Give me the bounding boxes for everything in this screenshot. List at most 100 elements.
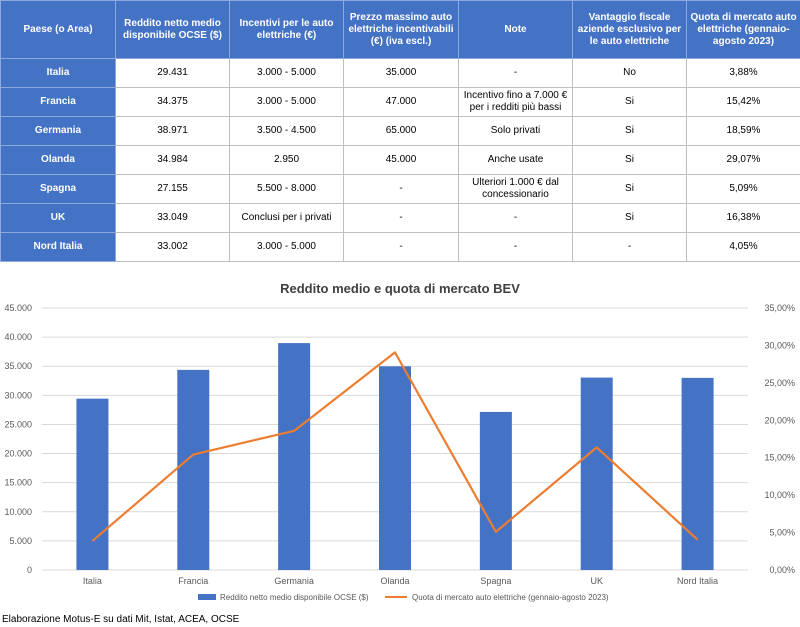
table-cell: Anche usate [458,145,573,175]
table-cell: 35.000 [343,58,459,88]
right-tick-label: 15,00% [764,453,795,463]
left-tick-label: 0 [27,565,32,575]
chart-legend: Reddito netto medio disponibile OCSE ($)… [198,593,609,602]
column-header: Vantaggio fiscale aziende esclusivo per … [572,0,687,59]
left-tick-label: 15.000 [4,478,32,488]
table-row: UK 33.049 Conclusi per i privati - - Si 16,38% [0,203,800,233]
left-tick-label: 45.000 [4,303,32,313]
table-cell: 34.375 [115,87,230,117]
right-tick-label: 0,00% [769,565,795,575]
bar [580,377,613,570]
table-cell: - [572,232,687,262]
country-cell: Francia [0,87,116,117]
table-cell: Ulteriori 1.000 € dal concessionario [458,174,573,204]
x-tick-label: Spagna [480,576,511,586]
table-cell: Si [572,87,687,117]
line-series [91,351,699,542]
table-cell: No [572,58,687,88]
legend-swatch-bar [198,594,216,600]
comparison-table: Paese (o Area) Reddito netto medio dispo… [0,0,800,262]
bar [177,369,210,570]
left-tick-label: 5.000 [9,536,32,546]
table-cell: 15,42% [686,87,800,117]
right-axis-labels: 0,00% 5,00% 10,00% 15,00% 20,00% 25,00% 30,00%… [764,303,795,575]
bar [681,377,714,570]
column-header: Prezzo massimo auto elettriche incentiva… [343,0,459,59]
country-cell: Germania [0,116,116,146]
bar [479,411,512,570]
bar [379,366,411,570]
table-cell: - [343,174,459,204]
table-cell: - [458,203,573,233]
table-cell: 3.000 - 5.000 [229,58,344,88]
table-row: Germania 38.971 3.500 - 4.500 65.000 Solo pr… [0,116,800,146]
table-cell: 2.950 [229,145,344,175]
table-row: Spagna 27.155 5.500 - 8.000- Ulteriori 1.00… [0,174,800,204]
table-cell: 3.500 - 4.500 [229,116,344,146]
left-tick-label: 10.000 [4,507,32,517]
legend-label: Reddito netto medio disponibile OCSE ($) [220,593,369,602]
country-cell: Italia [0,58,116,88]
x-axis-labels: Italia Francia Germania Olanda Spagna UK Nord … [83,576,718,586]
right-tick-label: 35,00% [764,303,795,313]
legend-label: Quota di mercato auto elettriche (gennai… [412,593,609,602]
x-tick-label: Francia [178,576,208,586]
table-cell: Si [572,145,687,175]
column-header: Incentivi per le auto elettriche (€) [229,0,344,59]
table-cell: Si [572,116,687,146]
country-cell: Nord Italia [0,232,116,262]
table-cell: 3,88% [686,58,800,88]
country-cell: Olanda [0,145,116,175]
x-tick-label: Germania [274,576,314,586]
table-cell: - [343,232,459,262]
x-tick-label: Olanda [380,576,409,586]
left-tick-label: 40.000 [4,332,32,342]
table-cell: 27.155 [115,174,230,204]
column-header: Quota di mercato auto elettriche (gennai… [686,0,800,59]
bar [76,398,109,570]
right-tick-label: 5,00% [769,528,795,538]
column-header: Reddito netto medio disponibile OCSE ($) [115,0,230,59]
bar [278,343,311,570]
table-cell: 4,05% [686,232,800,262]
table-row: Nord Italia 33.002 3.000 - 5.000- - -4,05% [0,232,800,262]
left-tick-label: 20.000 [4,449,32,459]
x-tick-label: UK [590,576,603,586]
table-cell: 3.000 - 5.000 [229,232,344,262]
table-cell: 65.000 [343,116,459,146]
table-cell: Si [572,203,687,233]
table-cell: Si [572,174,687,204]
table-cell: Solo privati [458,116,573,146]
right-tick-label: 25,00% [764,378,795,388]
series-line [91,351,699,542]
table-row: Francia 34.375 3.000 - 5.000 47.000 Incentiv… [0,87,800,117]
table-cell: 29,07% [686,145,800,175]
table-cell: 5.500 - 8.000 [229,174,344,204]
bev-chart: Reddito medio e quota di mercato BEV 0 5.… [0,270,800,614]
source-note: Elaborazione Motus-E su dati Mit, Istat,… [2,614,240,625]
table-cell: 38.971 [115,116,230,146]
left-tick-label: 30.000 [4,390,32,400]
right-tick-label: 20,00% [764,415,795,425]
country-cell: UK [0,203,116,233]
right-tick-label: 10,00% [764,490,795,500]
table-cell: - [343,203,459,233]
table-cell: 29.431 [115,58,230,88]
table-cell: 47.000 [343,87,459,117]
table-cell: Incentivo fino a 7.000 € per i redditi p… [458,87,573,117]
table-cell: 5,09% [686,174,800,204]
table-body: Italia 29.431 3.000 - 5.000 35.000- No 3,88% F… [0,58,800,262]
table-cell: Conclusi per i privati [229,203,344,233]
table-cell: 18,59% [686,116,800,146]
left-axis-labels: 0 5.000 10.000 15.000 20.000 25.000 30.000 35.0… [4,303,32,575]
x-tick-label: Italia [83,576,102,586]
table-cell: 34.984 [115,145,230,175]
table-cell: 33.002 [115,232,230,262]
country-cell: Spagna [0,174,116,204]
table-header-row: Paese (o Area) Reddito netto medio dispo… [0,0,800,59]
table-cell: 3.000 - 5.000 [229,87,344,117]
table-cell: 33.049 [115,203,230,233]
right-tick-label: 30,00% [764,340,795,350]
table-cell: - [458,232,573,262]
chart-title: Reddito medio e quota di mercato BEV [280,281,520,296]
